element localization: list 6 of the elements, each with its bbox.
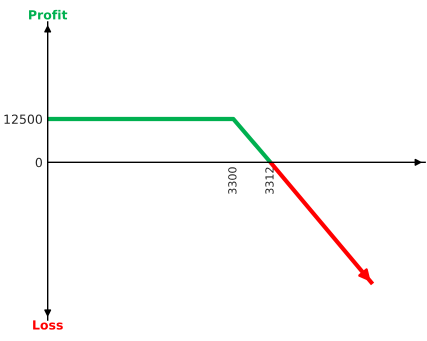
- x-tick-label: 3312: [265, 168, 274, 194]
- y-tick-label: 0: [36, 158, 42, 168]
- text: Profit: [29, 10, 68, 20]
- x-tick-label: 3300: [228, 167, 237, 194]
- text: Loss: [33, 320, 63, 330]
- y-tick-label: 12500: [4, 114, 42, 124]
